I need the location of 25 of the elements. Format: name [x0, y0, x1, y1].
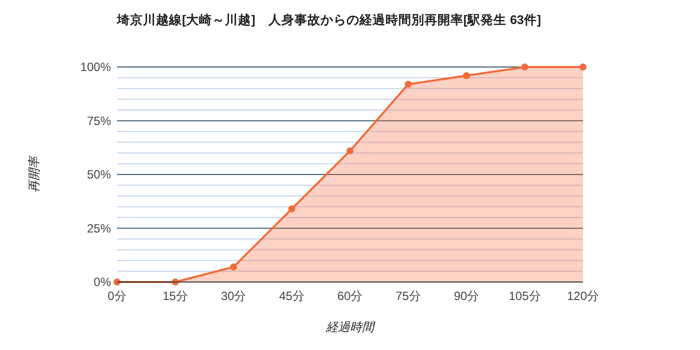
- y-tick-label: 0%: [94, 275, 112, 290]
- x-tick-label: 0分: [108, 289, 126, 303]
- x-tick-label: 105分: [508, 289, 541, 303]
- point: [463, 72, 470, 80]
- point: [288, 205, 296, 212]
- x-tick-label: 120分: [566, 289, 600, 303]
- point: [521, 64, 528, 70]
- x-tick-label: 60分: [337, 289, 363, 303]
- point: [230, 263, 237, 270]
- x-tick-label: 30分: [220, 289, 246, 303]
- point: [346, 147, 354, 154]
- y-tick-label: 25%: [86, 221, 112, 236]
- x-tick-label: 75分: [396, 289, 421, 303]
- point: [580, 64, 586, 70]
- x-tick-label: 15分: [162, 289, 188, 303]
- x-axis-title: 経過時間: [325, 320, 376, 334]
- y-tick-label: 75%: [86, 114, 112, 128]
- point: [114, 278, 120, 286]
- y-axis-title: 再開率: [27, 154, 41, 192]
- y-tick-label: 50%: [86, 168, 112, 182]
- x-tick-label: 90分: [454, 289, 480, 303]
- x-tick-label: 45分: [279, 289, 304, 303]
- y-tick-label: 100%: [80, 60, 112, 74]
- point: [404, 80, 412, 88]
- chart-title: 埼京川越線[大崎～川越] 人身事故からの経過時間別再開率[駅発生 63件]: [116, 12, 542, 27]
